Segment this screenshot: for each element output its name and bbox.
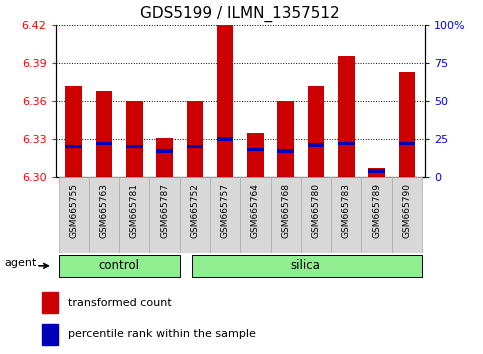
Bar: [58, 177, 89, 253]
Text: percentile rank within the sample: percentile rank within the sample: [68, 329, 256, 339]
Bar: [119, 177, 149, 253]
Text: GSM665790: GSM665790: [402, 183, 412, 238]
Bar: [149, 177, 180, 253]
Bar: [126, 145, 142, 148]
Bar: [308, 86, 325, 177]
Bar: [186, 101, 203, 177]
Bar: [210, 177, 241, 253]
Bar: [42, 324, 58, 345]
Bar: [361, 177, 392, 253]
Bar: [126, 101, 142, 177]
Text: GSM665780: GSM665780: [312, 183, 321, 238]
Bar: [65, 86, 82, 177]
Text: GSM665783: GSM665783: [342, 183, 351, 238]
Bar: [368, 169, 385, 173]
Bar: [247, 133, 264, 177]
Text: GSM665757: GSM665757: [221, 183, 229, 238]
Text: GSM665755: GSM665755: [69, 183, 78, 238]
Title: GDS5199 / ILMN_1357512: GDS5199 / ILMN_1357512: [141, 6, 340, 22]
Text: GSM665752: GSM665752: [190, 183, 199, 238]
Text: silica: silica: [290, 259, 320, 272]
Bar: [270, 177, 301, 253]
Bar: [89, 177, 119, 253]
Bar: [338, 57, 355, 177]
Text: GSM665763: GSM665763: [99, 183, 109, 238]
Text: GSM665768: GSM665768: [281, 183, 290, 238]
Bar: [241, 177, 270, 253]
Bar: [398, 142, 415, 145]
Bar: [247, 148, 264, 151]
Bar: [398, 72, 415, 177]
Text: control: control: [99, 259, 140, 272]
Text: agent: agent: [4, 258, 37, 268]
Text: GSM665781: GSM665781: [130, 183, 139, 238]
Bar: [58, 255, 180, 277]
Bar: [192, 255, 422, 277]
Bar: [156, 138, 173, 177]
Bar: [65, 145, 82, 148]
Bar: [301, 177, 331, 253]
Bar: [368, 168, 385, 177]
Bar: [186, 145, 203, 148]
Text: GSM665764: GSM665764: [251, 183, 260, 238]
Bar: [338, 142, 355, 145]
Bar: [156, 149, 173, 153]
Text: transformed count: transformed count: [68, 298, 171, 308]
Bar: [392, 177, 422, 253]
Bar: [277, 149, 294, 153]
Bar: [308, 143, 325, 147]
Bar: [217, 25, 233, 177]
Bar: [96, 142, 113, 145]
Bar: [96, 91, 113, 177]
Text: GSM665789: GSM665789: [372, 183, 381, 238]
Bar: [180, 177, 210, 253]
Bar: [42, 292, 58, 314]
Bar: [217, 137, 233, 141]
Text: GSM665787: GSM665787: [160, 183, 169, 238]
Bar: [277, 101, 294, 177]
Bar: [331, 177, 361, 253]
